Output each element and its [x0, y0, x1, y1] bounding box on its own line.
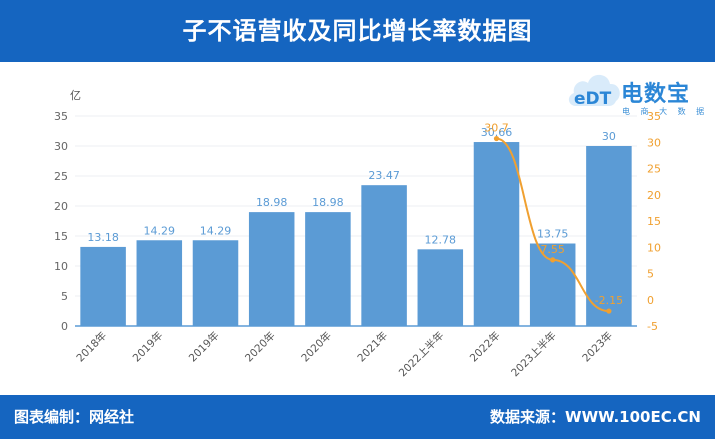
chart: 05101520253035-505101520253035亿13.1814.2… [54, 89, 661, 379]
x-tick-label: 2020年 [299, 329, 335, 365]
bar [586, 146, 632, 326]
y-axis-label: 亿 [70, 89, 81, 102]
y-tick-label: 0 [61, 320, 68, 333]
bar-value-label: 13.18 [87, 231, 119, 244]
bar [473, 142, 520, 326]
bar [305, 212, 351, 326]
x-tick-label: 2019年 [186, 329, 222, 365]
x-tick-label: 2022上半年 [396, 329, 446, 379]
x-tick-label: 2020年 [242, 329, 278, 365]
bar [136, 240, 183, 326]
bar-value-label: 18.98 [312, 196, 344, 209]
y-tick-label: 35 [54, 110, 68, 123]
growth-point [550, 257, 556, 263]
growth-value-label: 7.55 [540, 243, 565, 256]
bar [529, 243, 576, 326]
x-tick-label: 2019年 [130, 329, 166, 365]
y-tick-label: 25 [54, 170, 68, 183]
y2-tick-label: -5 [647, 320, 658, 333]
y2-tick-label: 0 [647, 294, 654, 307]
y-tick-label: 10 [54, 260, 68, 273]
bar [361, 185, 407, 326]
growth-line [496, 137, 609, 313]
bar [192, 240, 239, 326]
bar-value-label: 14.29 [144, 224, 176, 237]
growth-value-label: -2.15 [595, 294, 623, 307]
y2-tick-label: 30 [647, 136, 661, 149]
bar [80, 246, 126, 326]
footer-credit: 图表编制：网经社 [14, 408, 135, 426]
x-tick-label: 2023年 [580, 329, 616, 365]
x-tick-label: 2021年 [355, 329, 391, 365]
bar-value-label: 30 [602, 130, 616, 143]
bar [248, 212, 295, 326]
growth-point [493, 135, 500, 142]
bar [417, 249, 464, 326]
bar-value-label: 30.66 [481, 126, 513, 139]
y-tick-label: 5 [61, 290, 68, 303]
footer-source: 数据来源：WWW.100EC.CN [490, 408, 701, 426]
y-tick-label: 15 [54, 230, 68, 243]
y2-tick-label: 20 [647, 189, 661, 202]
y2-tick-label: 35 [647, 110, 661, 123]
y2-tick-label: 15 [647, 215, 661, 228]
y-tick-label: 20 [54, 200, 68, 213]
header-bar [0, 0, 715, 62]
y2-tick-label: 25 [647, 163, 661, 176]
svg-text:eDT: eDT [574, 89, 612, 109]
growth-value-label: 30.7 [484, 122, 509, 135]
growth-point [606, 308, 612, 314]
y2-tick-label: 5 [647, 268, 654, 281]
x-tick-label: 2018年 [74, 329, 110, 365]
bar-value-label: 12.78 [425, 233, 457, 246]
logo-subtitle: 电 商 大 数 据 库 [622, 107, 715, 116]
chart-title: 子不语营收及同比增长率数据图 [182, 17, 533, 45]
y-tick-label: 30 [54, 140, 68, 153]
bar-value-label: 14.29 [200, 224, 232, 237]
bar-value-label: 23.47 [368, 169, 400, 182]
footer-bar: 图表编制：网经社 数据来源：WWW.100EC.CN [0, 395, 715, 439]
bar-value-label: 13.75 [537, 228, 569, 241]
cloud-logo-icon: eDT [568, 74, 620, 109]
y2-tick-label: 10 [647, 241, 661, 254]
x-tick-label: 2023上半年 [508, 329, 558, 379]
logo-name: 电数宝 [621, 82, 691, 107]
x-tick-label: 2022年 [467, 329, 503, 365]
bar-value-label: 18.98 [256, 196, 288, 209]
